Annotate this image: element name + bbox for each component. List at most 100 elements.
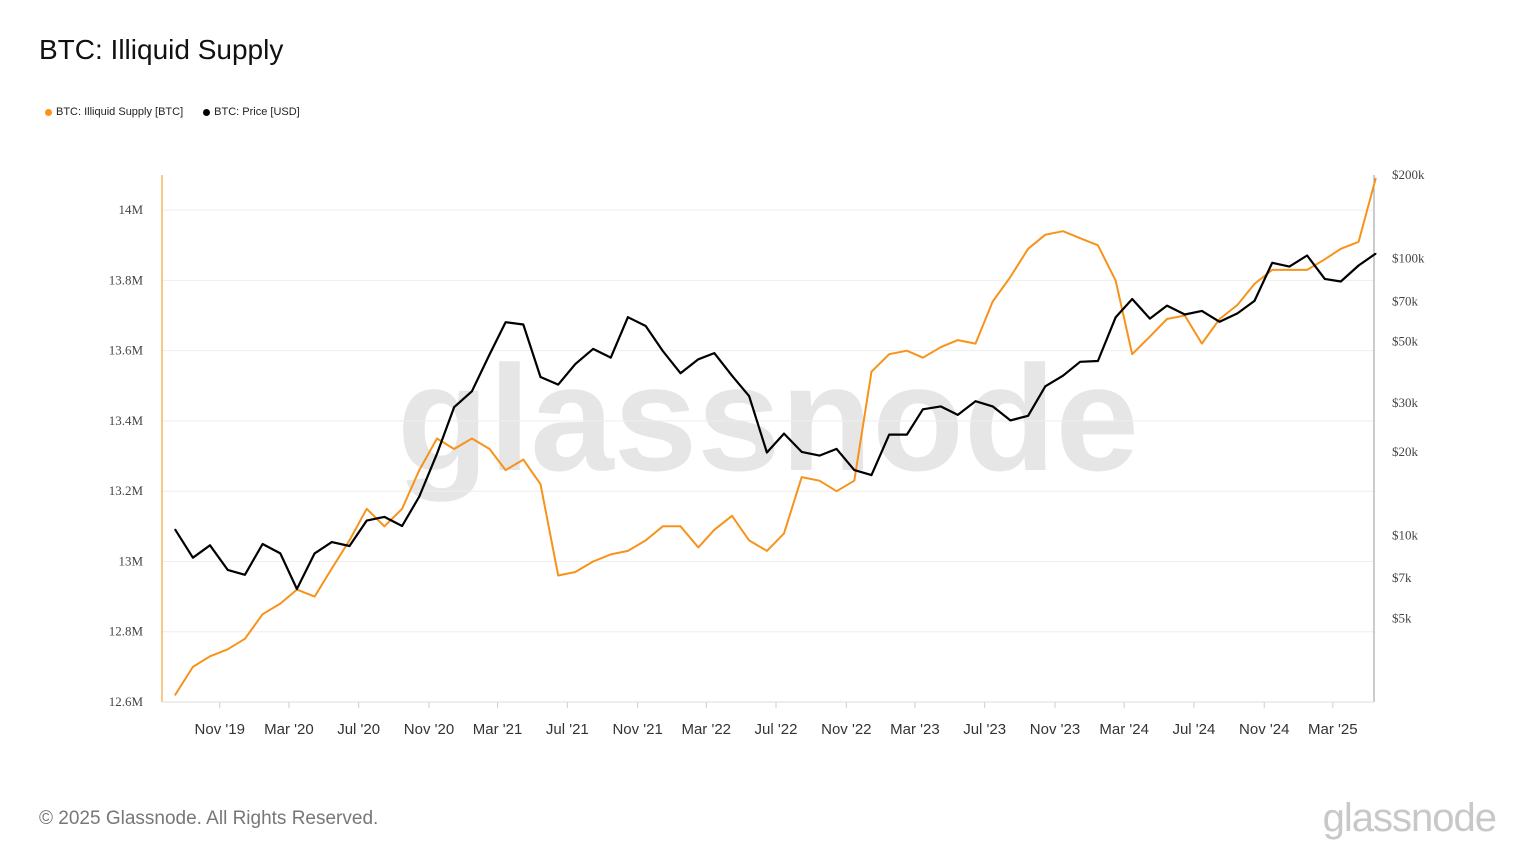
y-right-tick-label: $30k [1392, 395, 1419, 410]
y-left-tick-label: 13.4M [109, 413, 144, 428]
legend-item-price[interactable]: BTC: Price [USD] [203, 106, 300, 118]
illiquid-supply-point [244, 637, 246, 640]
price-point [679, 372, 682, 374]
illiquid-supply-point [888, 353, 890, 355]
illiquid-supply-point [906, 349, 908, 352]
price-point [939, 405, 942, 408]
legend-item-illiquid-supply[interactable]: BTC: Illiquid Supply [BTC] [45, 106, 183, 118]
illiquid-supply-point [574, 571, 577, 573]
illiquid-supply-point [539, 483, 542, 485]
illiquid-supply-point [1218, 318, 1221, 320]
price-point [1288, 265, 1291, 268]
illiquid-supply-point [1201, 342, 1203, 345]
price-point [1166, 304, 1168, 307]
price-point [766, 451, 768, 454]
price-point [436, 452, 438, 455]
price-point [1271, 261, 1274, 264]
price-point [522, 323, 525, 326]
price-point [1097, 360, 1099, 362]
price-point [800, 451, 803, 453]
x-tick-label: Nov '21 [612, 721, 662, 738]
illiquid-supply-point [1131, 353, 1133, 355]
illiquid-supply-point [1149, 335, 1151, 338]
price-point [1183, 313, 1186, 316]
price-point [906, 433, 908, 436]
price-point [1044, 385, 1047, 388]
price-point [1306, 254, 1308, 257]
price-point [1374, 252, 1377, 255]
x-tick-label: Nov '22 [821, 721, 871, 738]
illiquid-supply-point [1253, 283, 1256, 285]
x-tick-label: Jul '22 [755, 721, 798, 738]
y-right-tick-label: $10k [1392, 527, 1419, 542]
legend-dot-black [203, 108, 211, 116]
price-point [1218, 321, 1221, 323]
copyright-footer: © 2025 Glassnode. All Rights Reserved. [39, 808, 379, 829]
price-point [870, 474, 873, 476]
illiquid-supply-point [1166, 318, 1168, 320]
illiquid-supply-point [436, 437, 438, 440]
price-point [1131, 298, 1133, 300]
illiquid-supply-point [1114, 279, 1117, 282]
illiquid-supply-point [383, 525, 386, 528]
watermark: glassnode [397, 334, 1139, 502]
illiquid-supply-point [818, 479, 821, 482]
illiquid-supply-point [1009, 276, 1012, 278]
illiquid-supply-point [1306, 269, 1308, 271]
x-tick-label: Mar '24 [1099, 721, 1149, 738]
illiquid-supply-point [609, 553, 612, 556]
price-point [853, 469, 856, 471]
price-point [592, 348, 594, 350]
price-line [174, 252, 1377, 591]
price-point [1236, 312, 1239, 315]
x-tick-label: Jul '24 [1172, 721, 1215, 738]
y-left-tick-label: 13M [118, 553, 143, 568]
illiquid-supply-point [192, 666, 194, 668]
illiquid-supply-point [1079, 237, 1081, 240]
illiquid-supply-point [713, 529, 716, 531]
x-tick-label: Nov '24 [1239, 721, 1289, 738]
illiquid-supply-line [174, 178, 1377, 696]
illiquid-supply-point [853, 479, 856, 482]
price-point [609, 356, 612, 359]
y-left-tick-label: 12.6M [109, 694, 144, 709]
illiquid-supply-point [365, 507, 368, 510]
y-left-tick-label: 14M [118, 202, 143, 217]
price-point [748, 395, 750, 397]
price-point [348, 545, 351, 547]
illiquid-supply-point [1044, 233, 1047, 236]
illiquid-supply-point [1340, 247, 1342, 250]
illiquid-supply-point [939, 346, 942, 348]
illiquid-supply-point [991, 300, 994, 303]
price-point [383, 516, 386, 518]
legend-dot-orange [45, 108, 52, 116]
price-point [662, 350, 664, 352]
illiquid-supply-point [226, 648, 229, 651]
price-point [888, 433, 890, 436]
y-right-tick-label: $50k [1392, 334, 1419, 349]
price-point [697, 358, 700, 361]
price-point [557, 383, 559, 386]
price-point [835, 448, 838, 450]
illiquid-supply-point [174, 694, 176, 696]
illiquid-supply-point [330, 567, 333, 570]
illiquid-supply-point [557, 574, 559, 577]
illiquid-supply-point [731, 514, 733, 517]
illiquid-supply-point [1236, 304, 1239, 306]
illiquid-supply-point [471, 437, 473, 440]
illiquid-supply-point [592, 560, 594, 563]
illiquid-supply-point [922, 356, 924, 359]
price-point [471, 390, 473, 393]
y-right-tick-label: $5k [1392, 611, 1412, 626]
price-point [1114, 316, 1117, 319]
illiquid-supply-point [1324, 258, 1326, 261]
illiquid-supply-point [835, 490, 838, 493]
x-tick-label: Mar '20 [264, 721, 314, 738]
x-tick-label: Jul '21 [546, 721, 589, 738]
y-left-tick-label: 13.2M [109, 483, 144, 498]
y-right-tick-label: $20k [1392, 444, 1419, 459]
chart-title: BTC: Illiquid Supply [39, 34, 284, 65]
illiquid-supply-point [1271, 269, 1274, 271]
y-right-tick-label: $100k [1392, 250, 1425, 265]
illiquid-supply-point [800, 476, 803, 478]
